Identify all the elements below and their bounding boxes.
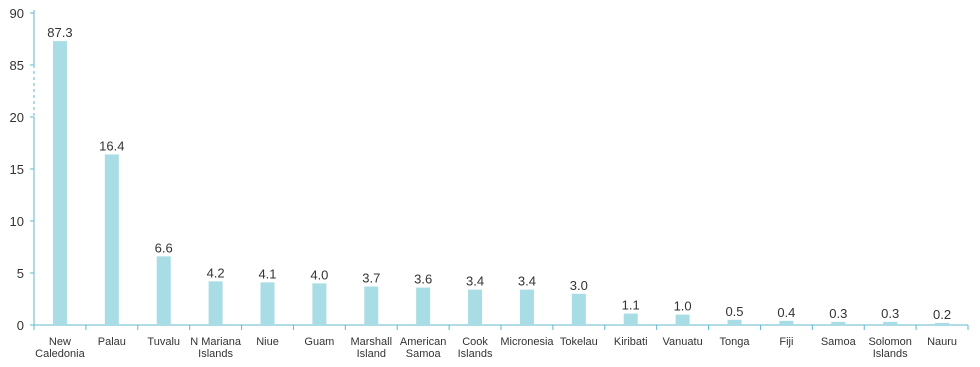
bar xyxy=(883,321,898,325)
category-label: Cook Islands xyxy=(458,336,493,360)
data-label: 1.0 xyxy=(674,299,692,314)
category-label: Niue xyxy=(256,336,279,348)
chart-axes: 0 5 10 15 20 85 90 xyxy=(10,6,969,333)
data-label: 0.3 xyxy=(881,306,899,321)
category-label: Nauru xyxy=(927,336,957,348)
category-label: Samoa xyxy=(821,336,857,348)
category-label: Tokelau xyxy=(560,336,598,348)
category-label: New Caledonia xyxy=(35,336,85,360)
data-label: 3.6 xyxy=(414,272,432,287)
category-label: Kiribati xyxy=(614,336,648,348)
data-label: 4.0 xyxy=(310,267,328,282)
data-label: 0.5 xyxy=(725,304,743,319)
bar xyxy=(312,283,327,325)
category-label: N Mariana Islands xyxy=(190,336,242,360)
bar xyxy=(623,313,638,325)
y-tick-label: 20 xyxy=(10,110,24,125)
category-label: Solomon Islands xyxy=(868,336,911,360)
chart-data-labels: 87.3 16.4 6.6 4.2 4.1 4.0 3.7 3.6 3.4 3.4 3.0 1.1 1.… xyxy=(47,25,951,322)
bar xyxy=(831,321,846,325)
y-tick-label: 0 xyxy=(17,318,24,333)
bar xyxy=(156,256,171,325)
data-label: 4.2 xyxy=(207,265,225,280)
bar xyxy=(260,282,275,325)
bar xyxy=(779,320,794,325)
y-tick-label: 5 xyxy=(17,266,24,281)
category-label: Tuvalu xyxy=(147,336,180,348)
data-label: 6.6 xyxy=(155,240,173,255)
data-label: 3.4 xyxy=(518,274,536,289)
bar xyxy=(675,314,690,325)
bar xyxy=(416,287,431,325)
bar xyxy=(52,41,67,325)
bar xyxy=(519,289,534,325)
category-label: Tonga xyxy=(720,336,751,348)
y-tick-label: 10 xyxy=(10,214,24,229)
data-label: 0.3 xyxy=(829,306,847,321)
bar xyxy=(208,281,223,325)
y-tick-label: 15 xyxy=(10,162,24,177)
category-label: Palau xyxy=(98,336,126,348)
category-label: Guam xyxy=(304,336,334,348)
chart-bars xyxy=(52,41,950,325)
category-label: Micronesia xyxy=(500,336,554,348)
bar xyxy=(104,154,119,325)
bar xyxy=(468,289,483,325)
data-label: 3.0 xyxy=(570,278,588,293)
y-tick-label: 85 xyxy=(10,58,24,73)
bar xyxy=(727,319,742,325)
category-label: American Samoa xyxy=(400,336,446,360)
data-label: 4.1 xyxy=(258,266,276,281)
bar xyxy=(571,293,586,325)
y-tick-label: 90 xyxy=(10,6,24,21)
bar xyxy=(364,286,379,325)
data-label: 0.4 xyxy=(777,305,795,320)
data-label: 1.1 xyxy=(622,298,640,313)
chart-category-labels: New Caledonia Palau Tuvalu N Mariana Islands N… xyxy=(35,336,957,360)
data-label: 3.4 xyxy=(466,274,484,289)
category-label: Vanuatu xyxy=(663,336,703,348)
data-label: 0.2 xyxy=(933,307,951,322)
data-label: 87.3 xyxy=(47,25,72,40)
data-label: 3.7 xyxy=(362,271,380,286)
data-label: 16.4 xyxy=(99,138,124,153)
category-label: Marshall Island xyxy=(350,336,392,360)
bar xyxy=(935,322,950,325)
category-label: Fiji xyxy=(779,336,793,348)
